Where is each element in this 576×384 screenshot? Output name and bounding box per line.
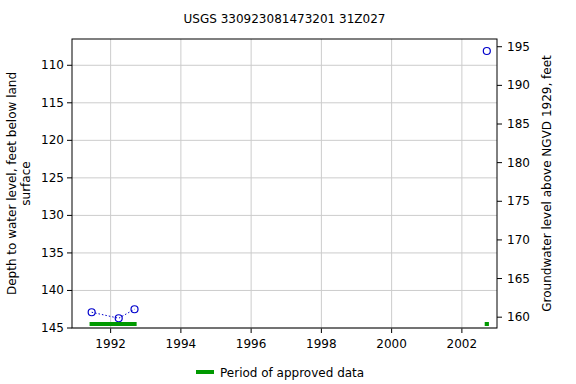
chart: USGS 330923081473201 31Z027 1992 1994 1996 1… xyxy=(0,0,576,384)
tick xyxy=(67,65,72,66)
tick-label: 120 xyxy=(41,133,64,147)
tick xyxy=(67,102,72,103)
tick xyxy=(497,46,502,47)
title: USGS 330923081473201 31Z027 xyxy=(184,12,386,26)
tick xyxy=(497,239,502,240)
plot-frame xyxy=(72,39,497,328)
tick xyxy=(321,328,322,333)
grid-line xyxy=(110,39,111,328)
grid-line xyxy=(72,252,497,253)
tick xyxy=(497,85,502,86)
tick-label: 130 xyxy=(41,208,64,222)
data-point xyxy=(88,309,95,316)
tick-label: 160 xyxy=(507,310,530,324)
grid-line xyxy=(180,39,181,328)
tick-label: 135 xyxy=(41,246,64,260)
tick xyxy=(67,328,72,329)
tick xyxy=(110,328,111,333)
tick-label: 140 xyxy=(41,283,64,297)
grid-line xyxy=(72,140,497,141)
approved-period xyxy=(485,322,489,326)
tick xyxy=(391,328,392,333)
grid-line xyxy=(461,39,462,328)
grid-line xyxy=(391,39,392,328)
tick-label: 175 xyxy=(507,194,530,208)
plot-area xyxy=(88,48,490,326)
tick xyxy=(67,177,72,178)
approved-period xyxy=(90,322,137,326)
data-point xyxy=(115,315,122,322)
label-line: surface xyxy=(19,161,33,205)
tick-label: 170 xyxy=(507,233,530,247)
tick xyxy=(497,162,502,163)
grid-line xyxy=(72,290,497,291)
y-axis-label: Depth to water level, feet below landsur… xyxy=(5,72,33,295)
tick-label: 2002 xyxy=(447,337,478,351)
data-line xyxy=(92,309,135,318)
tick-label: 185 xyxy=(507,117,530,131)
tick-label: 145 xyxy=(41,321,64,335)
tick xyxy=(497,278,502,279)
tick xyxy=(497,317,502,318)
tick-label: 125 xyxy=(41,171,64,185)
data-point xyxy=(483,48,490,55)
tick xyxy=(67,290,72,291)
label-line: Depth to water level, feet below land xyxy=(5,72,19,295)
legend-label: Period of approved data xyxy=(220,366,364,380)
tick xyxy=(67,140,72,141)
grid-line xyxy=(321,39,322,328)
tick xyxy=(461,328,462,333)
grid-line xyxy=(72,65,497,66)
tick-label: 1992 xyxy=(95,337,126,351)
tick xyxy=(67,215,72,216)
tick xyxy=(497,124,502,125)
tick xyxy=(497,201,502,202)
grid-line xyxy=(72,102,497,103)
tick xyxy=(180,328,181,333)
tick-label: 195 xyxy=(507,40,530,54)
tick-label: 190 xyxy=(507,78,530,92)
tick-label: 115 xyxy=(41,96,64,110)
tick-label: 165 xyxy=(507,272,530,286)
tick xyxy=(251,328,252,333)
grid-line xyxy=(72,215,497,216)
legend-swatch xyxy=(196,370,214,374)
data-point xyxy=(131,306,138,313)
tick-label: 1994 xyxy=(166,337,197,351)
tick xyxy=(67,252,72,253)
tick-label: 180 xyxy=(507,156,530,170)
grid-line xyxy=(72,177,497,178)
tick-label: 110 xyxy=(41,58,64,72)
tick-label: 1998 xyxy=(306,337,337,351)
tick-label: 1996 xyxy=(236,337,267,351)
tick-label: 2000 xyxy=(376,337,407,351)
y2-axis-label: Groundwater level above NGVD 1929, feet xyxy=(540,55,554,312)
grid-line xyxy=(251,39,252,328)
